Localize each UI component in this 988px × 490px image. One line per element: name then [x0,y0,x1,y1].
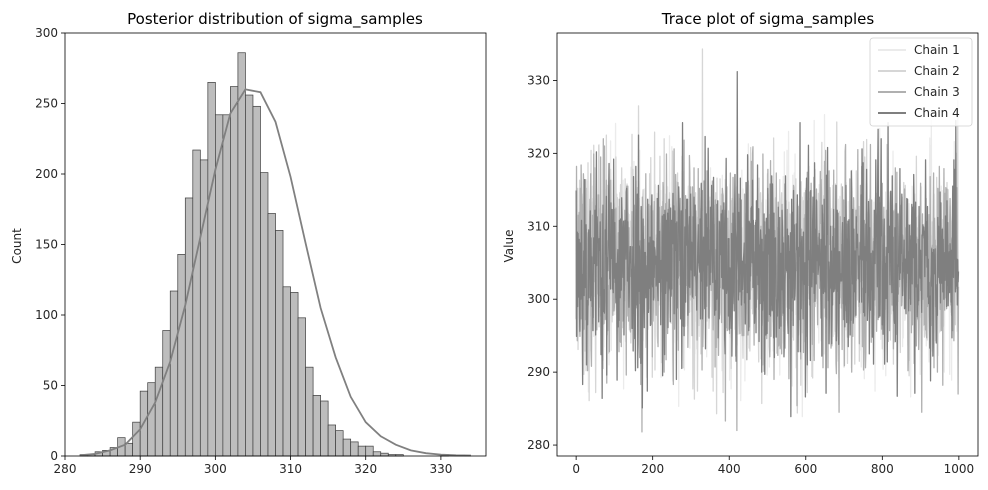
histogram-y-ticks: 0 50 100 150 200 250 300 [35,26,65,463]
x-tick-label: 600 [794,462,817,476]
y-tick-label: 100 [35,308,58,322]
histogram-bar [207,81,216,457]
x-tick-label: 200 [641,462,664,476]
histogram-bar [162,330,171,457]
histogram-bar [312,395,321,457]
x-tick-label: 280 [54,462,77,476]
histogram-bar [199,159,209,457]
x-tick-label: 330 [429,462,452,476]
legend-box [869,37,973,127]
histogram-bar [357,445,367,457]
histogram-bar [154,366,164,457]
histogram-bar [350,441,359,457]
y-tick-label: 300 [527,292,550,306]
histogram-title: Posterior distribution of sigma_samples [127,10,423,29]
x-tick-label: 300 [204,462,227,476]
trace-series-line [575,71,960,418]
histogram-bar [305,366,314,457]
histogram-bar [124,442,134,457]
histogram-bar [184,197,194,457]
y-tick-label: 200 [35,167,58,181]
x-tick-label: 320 [354,462,377,476]
histogram-bar [177,254,186,457]
histogram-bar [169,290,179,457]
trace-ylabel: Value [502,230,516,263]
histogram-bar [230,86,239,457]
histogram-plot-frame [64,32,487,457]
legend-label: Chain 3 [914,85,960,99]
histogram-x-ticks: 280 290 300 310 320 330 [54,456,452,476]
histogram-bar [365,445,374,457]
legend-label: Chain 1 [914,43,960,57]
x-tick-label: 290 [129,462,152,476]
y-tick-label: 0 [50,449,58,463]
y-tick-label: 150 [35,238,58,252]
y-tick-label: 250 [35,97,58,111]
kde-curve [79,88,471,457]
trace-lines [575,48,960,433]
histogram-bars [79,52,449,457]
legend-label: Chain 2 [914,64,960,78]
histogram-bar [132,421,141,457]
trace-legend: Chain 1 Chain 2 Chain 3 Chain 4 [869,37,973,127]
y-tick-label: 320 [527,146,550,160]
histogram-bar [335,430,344,457]
histogram-bar [275,230,284,457]
y-tick-label: 280 [527,438,550,452]
histogram-bar [222,114,231,457]
y-tick-label: 310 [527,219,550,233]
histogram-bar [260,172,269,457]
histogram-bar [290,292,299,457]
histogram-bar [267,213,276,457]
y-tick-label: 50 [43,379,58,393]
x-tick-label: 1000 [944,462,975,476]
trace-title: Trace plot of sigma_samples [661,10,875,29]
trace-plot-frame [556,32,979,457]
legend-label: Chain 4 [914,106,960,120]
histogram-bar [320,400,329,457]
histogram-bar [372,451,382,457]
histogram-bar [342,438,352,457]
histogram-ylabel: Count [10,228,24,264]
histogram-bar [297,317,306,457]
histogram-bar [252,105,261,457]
histogram-bar [327,424,337,457]
x-tick-label: 800 [871,462,894,476]
trace-x-ticks: 0 200 400 600 800 1000 [572,456,974,476]
histogram-bar [245,94,254,457]
x-tick-label: 310 [279,462,302,476]
histogram-bar [192,149,201,457]
x-tick-label: 400 [718,462,741,476]
y-tick-label: 330 [527,73,550,87]
histogram-bar [237,52,246,457]
histogram-chart: Posterior distribution of sigma_samples … [10,10,487,476]
x-tick-label: 0 [572,462,580,476]
y-tick-label: 290 [527,365,550,379]
histogram-bar [282,286,291,457]
histogram-bar [380,452,389,457]
histogram-bar [147,382,156,457]
y-tick-label: 300 [35,26,58,40]
trace-chart: Trace plot of sigma_samples Value 0 200 40… [502,10,979,476]
trace-y-ticks: 280 290 300 310 320 330 [527,73,557,452]
